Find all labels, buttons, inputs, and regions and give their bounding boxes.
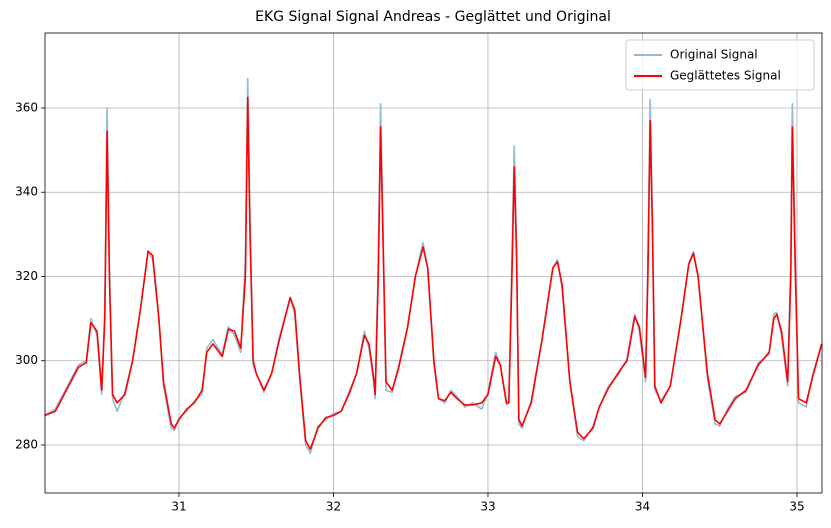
- x-tick-label: 32: [326, 500, 341, 514]
- y-tick-label: 320: [15, 269, 38, 283]
- x-tick-label: 33: [480, 500, 495, 514]
- y-tick-label: 360: [15, 100, 38, 114]
- legend-label: Geglättetes Signal: [670, 69, 781, 83]
- chart-title: EKG Signal Signal Andreas - Geglättet un…: [255, 9, 611, 25]
- y-tick-label: 280: [15, 437, 38, 451]
- legend-label: Original Signal: [670, 48, 758, 62]
- x-tick-label: 34: [635, 500, 650, 514]
- data-line: [44, 96, 823, 450]
- data-line: [44, 77, 823, 455]
- x-tick-label: 35: [789, 500, 804, 514]
- x-tick-label: 31: [171, 500, 186, 514]
- legend-box: [625, 39, 815, 91]
- y-tick-label: 340: [15, 185, 38, 199]
- y-tick-label: 300: [15, 353, 38, 367]
- plot-frame: [44, 32, 823, 494]
